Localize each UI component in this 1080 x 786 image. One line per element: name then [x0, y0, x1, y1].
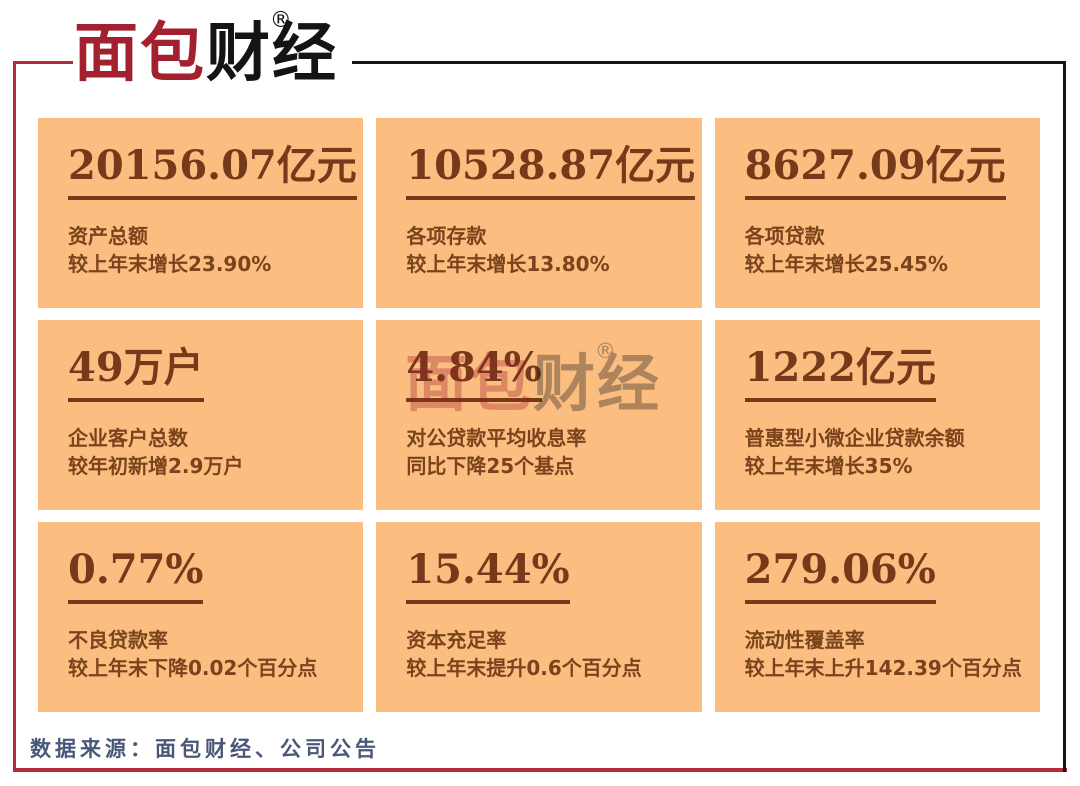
metric-change: 较上年末增长13.80% [406, 252, 610, 276]
metric-label: 各项贷款 [744, 224, 825, 248]
metric-label: 普惠型小微企业贷款余额 [744, 426, 965, 450]
metric-card-total-assets: 20156.07亿元 资产总额 较上年末增长23.90% [38, 118, 364, 308]
metric-card-npl-ratio: 0.77% 不良贷款率 较上年末下降0.02个百分点 [38, 522, 364, 712]
metric-change: 较上年末增长35% [744, 454, 913, 478]
metric-value: 1222亿元 [744, 346, 936, 402]
metric-value: 10528.87亿元 [406, 144, 696, 200]
metric-label: 资本充足率 [406, 628, 507, 652]
metric-label: 各项存款 [406, 224, 487, 248]
metric-value: 4.84% [406, 346, 542, 402]
metric-value: 20156.07亿元 [68, 144, 357, 200]
metric-value: 8627.09亿元 [744, 144, 1006, 200]
brand-logo: 面包财经 ® [74, 8, 338, 92]
metric-change: 较上年末增长23.90% [68, 252, 272, 276]
metric-value: 49万户 [68, 346, 204, 402]
data-source-note: 数据来源：面包财经、公司公告 [30, 737, 380, 761]
metric-card-deposits: 10528.87亿元 各项存款 较上年末增长13.80% [376, 118, 702, 308]
frame-line-red-top-segment [13, 61, 73, 64]
metric-card-grid: 20156.07亿元 资产总额 较上年末增长23.90% 10528.87亿元 … [38, 118, 1040, 712]
metric-card-capital-adequacy: 15.44% 资本充足率 较上年末提升0.6个百分点 [376, 522, 702, 712]
metric-value: 0.77% [68, 548, 204, 604]
registered-trademark-icon: ® [269, 8, 292, 34]
metric-card-loans: 8627.09亿元 各项贷款 较上年末增长25.45% [714, 118, 1040, 308]
brand-logo-text-black: 财经 [206, 17, 338, 91]
metric-label: 不良贷款率 [68, 628, 168, 652]
metric-card-corporate-customers: 49万户 企业客户总数 较年初新增2.9万户 [38, 320, 364, 510]
metric-label: 资产总额 [68, 224, 148, 248]
metric-change: 较上年末下降0.02个百分点 [68, 656, 318, 680]
metric-value: 279.06% [744, 548, 936, 604]
frame-line-black-right [1063, 61, 1066, 772]
metric-label: 企业客户总数 [68, 426, 188, 450]
metric-card-corporate-loan-yield: 4.84% 对公贷款平均收息率 同比下降25个基点 [376, 320, 702, 510]
metric-value: 15.44% [406, 548, 570, 604]
brand-logo-text-red: 面包 [74, 17, 206, 91]
frame-line-red-left [13, 61, 16, 771]
frame-line-black-top [352, 61, 1066, 64]
metric-label: 流动性覆盖率 [744, 628, 865, 652]
metric-change: 较上年末上升142.39个百分点 [744, 656, 1022, 680]
metric-change: 同比下降25个基点 [406, 454, 575, 478]
metric-change: 较年初新增2.9万户 [68, 454, 244, 478]
metric-card-liquidity-coverage: 279.06% 流动性覆盖率 较上年末上升142.39个百分点 [714, 522, 1040, 712]
metric-change: 较上年末增长25.45% [744, 252, 948, 276]
frame-line-red-bottom [13, 768, 1067, 772]
metric-label: 对公贷款平均收息率 [406, 426, 587, 450]
metric-card-inclusive-sme-loans: 1222亿元 普惠型小微企业贷款余额 较上年末增长35% [714, 320, 1040, 510]
metric-change: 较上年末提升0.6个百分点 [406, 656, 642, 680]
